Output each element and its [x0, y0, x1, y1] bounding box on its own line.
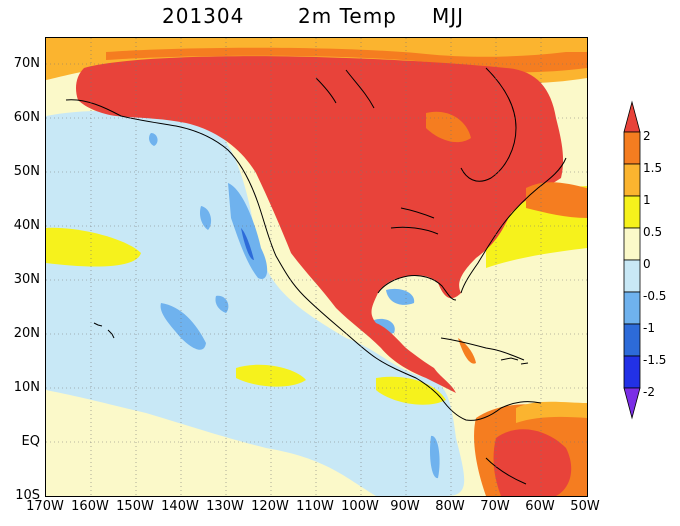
lon-label-50w: 50W: [570, 499, 600, 514]
colorbar-label-0-5: 0.5: [643, 225, 663, 239]
anomaly-cold-patch-west: [199, 206, 212, 230]
lon-label-170w: 170W: [26, 499, 64, 514]
lat-label-40n: 40N: [13, 218, 40, 233]
anomaly-cold-patch-gulf: [386, 288, 415, 305]
colorbar-label-neg-1: -1: [643, 321, 655, 335]
title-variable: 2m Temp: [298, 4, 397, 28]
lat-label-10s: 10S: [15, 488, 40, 503]
anomaly-cool-pacific: [46, 110, 465, 496]
anomaly-warm-amazon: [516, 401, 587, 423]
lon-label-160w: 160W: [71, 499, 109, 514]
colorbar-segment-min: [623, 387, 641, 420]
title-date: 201304: [162, 4, 245, 28]
colorbar-label-2: 2: [643, 129, 651, 143]
colorbar: [623, 100, 641, 420]
colorbar-label-neg-1-5: -1.5: [643, 353, 667, 367]
colorbar-segment: [623, 163, 641, 197]
colorbar-label-1: 1: [643, 193, 651, 207]
colorbar-label-neg-2: -2: [643, 385, 655, 399]
anomaly-cold-patch-pacific: [185, 322, 200, 343]
colorbar-label-1-5: 1.5: [643, 161, 663, 175]
title-season: MJJ: [432, 4, 465, 28]
lat-label-60n: 60N: [13, 110, 40, 125]
anomaly-cold-patch-north: [149, 133, 158, 146]
lat-label-20n: 20N: [13, 326, 40, 341]
anomaly-warm-greenland: [426, 111, 471, 143]
anomaly-cold-patch-panama: [429, 435, 440, 479]
islands: [93, 322, 529, 365]
lon-label-140w: 140W: [161, 499, 199, 514]
lon-label-150w: 150W: [116, 499, 154, 514]
anomaly-hot-south-america: [493, 429, 572, 496]
colorbar-label-neg-0-5: -0.5: [643, 289, 667, 303]
colorbar-segment: [623, 227, 641, 261]
anomaly-warm-patch-3: [376, 376, 446, 405]
colorbar-segment-max: [623, 100, 641, 133]
anomaly-field: [46, 38, 587, 496]
graticule: [46, 38, 587, 496]
lat-label-50n: 50N: [13, 164, 40, 179]
lon-label-130w: 130W: [206, 499, 244, 514]
anomaly-cold-patch-south: [215, 295, 229, 313]
colorbar-segment: [623, 131, 641, 165]
anomaly-warm-patch-2: [236, 364, 306, 387]
lon-label-80w: 80W: [435, 499, 465, 514]
anomaly-cool-pacific-north: [46, 118, 99, 159]
lon-label-100w: 100W: [341, 499, 379, 514]
coastlines: [65, 67, 567, 485]
colorbar-segment: [623, 355, 641, 389]
anomaly-cold-patch-gulf-south: [374, 318, 395, 334]
lon-label-110w: 110W: [296, 499, 334, 514]
anomaly-cold-patch-coast: [228, 183, 268, 279]
lon-label-70w: 70W: [480, 499, 510, 514]
colorbar-label-0: 0: [643, 257, 651, 271]
lon-label-120w: 120W: [251, 499, 289, 514]
anomaly-hot-north-america: [76, 56, 564, 393]
anomaly-warm-patch-1: [46, 227, 141, 267]
anomaly-warm-east-canada: [526, 182, 587, 218]
lon-label-60w: 60W: [525, 499, 555, 514]
colorbar-segment: [623, 259, 641, 293]
lat-label-70n: 70N: [13, 56, 40, 71]
colorbar-segment: [623, 195, 641, 229]
anomaly-strong-cold-coast: [241, 228, 254, 260]
lat-label-10n: 10N: [13, 380, 40, 395]
colorbar-segment: [623, 323, 641, 357]
lat-label-eq: EQ: [21, 434, 40, 449]
anomaly-warm-rim: [458, 338, 476, 364]
colorbar-segment: [623, 291, 641, 325]
lat-label-30n: 30N: [13, 272, 40, 287]
lon-label-90w: 90W: [390, 499, 420, 514]
anomaly-map: [45, 37, 588, 497]
